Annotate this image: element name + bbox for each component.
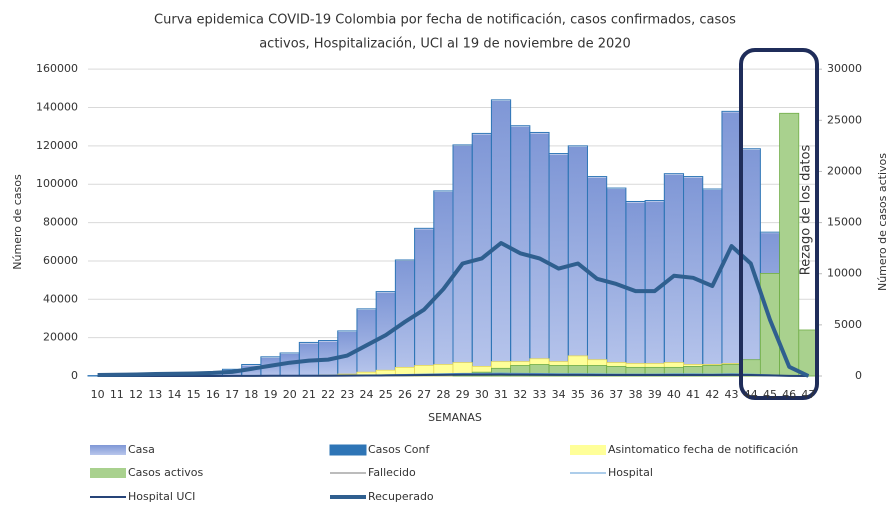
x-tick-label: 31 — [494, 388, 508, 401]
y-tick-label: 120000 — [36, 139, 78, 152]
y-tick-label: 100000 — [36, 177, 78, 190]
bar — [395, 260, 415, 376]
y2-tick-label: 25000 — [827, 113, 862, 126]
legend-label: Casos Conf — [368, 443, 430, 456]
x-axis-label: SEMANAS — [428, 411, 482, 424]
line — [97, 241, 810, 378]
x-tick-label: 20 — [283, 388, 297, 401]
bar — [549, 154, 569, 376]
x-tick-label: 19 — [264, 388, 278, 401]
x-tick-label: 36 — [590, 388, 604, 401]
x-tick-label: 41 — [686, 388, 700, 401]
bar — [529, 133, 550, 376]
y2-tick-label: 0 — [855, 369, 862, 382]
x-tick-label: 26 — [398, 388, 412, 401]
bar — [491, 100, 511, 376]
x-tick-label: 32 — [513, 388, 527, 401]
x-tick-label: 35 — [571, 388, 585, 401]
x-tick-label: 14 — [167, 388, 181, 401]
x-tick-label: 40 — [667, 388, 681, 401]
bar — [779, 112, 800, 377]
x-tick-label: 23 — [340, 388, 354, 401]
y-tick-label: 0 — [71, 369, 78, 382]
x-tick-label: 25 — [379, 388, 393, 401]
y-tick-label: 20000 — [43, 331, 78, 344]
x-tick-label: 33 — [532, 388, 546, 401]
x-tick-label: 47 — [801, 388, 815, 401]
x-tick-label: 27 — [417, 388, 431, 401]
legend-label: Hospital UCI — [128, 490, 195, 503]
x-tick-label: 37 — [609, 388, 623, 401]
legend-swatch — [329, 444, 367, 456]
x-tick-label: 11 — [110, 388, 124, 401]
y2-tick-label: 5000 — [834, 318, 862, 331]
y-axis-label: Número de casos — [11, 174, 24, 270]
x-tick-label: 42 — [705, 388, 719, 401]
x-tick-label: 21 — [302, 388, 316, 401]
bar — [414, 229, 434, 376]
y2-axis-label: Número de casos activos — [876, 153, 889, 291]
legend-swatch — [90, 468, 126, 478]
x-tick-label: 30 — [475, 388, 489, 401]
chart-title: activos, Hospitalización, UCI al 19 de n… — [259, 37, 631, 52]
y2-tick-label: 30000 — [827, 62, 862, 75]
y2-tick-label: 20000 — [827, 164, 862, 177]
x-tick-label: 44 — [744, 388, 758, 401]
y2-tick-label: 15000 — [827, 216, 862, 229]
bar — [568, 146, 588, 376]
legend-label: Fallecido — [368, 466, 416, 479]
legend-label: Casa — [128, 443, 155, 456]
line — [97, 373, 809, 377]
legend-label: Asintomatico fecha de notificación — [608, 443, 798, 456]
x-tick-label: 13 — [148, 388, 162, 401]
x-tick-label: 39 — [648, 388, 662, 401]
bar — [280, 353, 300, 376]
lag-box — [739, 48, 819, 400]
legend-label: Casos activos — [128, 466, 204, 479]
y-tick-label: 80000 — [43, 216, 78, 229]
x-tick-label: 45 — [763, 388, 777, 401]
bar — [433, 191, 453, 376]
x-tick-label: 10 — [91, 388, 105, 401]
legend-swatch — [570, 445, 606, 455]
y-tick-label: 60000 — [43, 254, 78, 267]
x-tick-label: 15 — [187, 388, 201, 401]
x-tick-label: 12 — [129, 388, 143, 401]
x-tick-label: 16 — [206, 388, 220, 401]
x-tick-label: 46 — [782, 388, 796, 401]
legend-label: Recuperado — [368, 490, 434, 503]
x-tick-label: 34 — [552, 388, 566, 401]
bar — [356, 309, 377, 376]
bar — [472, 134, 492, 376]
chart-title: Curva epidemica COVID-19 Colombia por fe… — [154, 13, 736, 28]
y-tick-label: 40000 — [43, 292, 78, 305]
annotation: Rezago de los datos — [799, 145, 814, 276]
legend-label: Hospital — [608, 466, 653, 479]
x-tick-label: 17 — [225, 388, 239, 401]
y-tick-label: 160000 — [36, 62, 78, 75]
x-tick-label: 43 — [725, 388, 739, 401]
x-tick-label: 28 — [436, 388, 450, 401]
legend-swatch — [90, 445, 126, 455]
x-tick-label: 29 — [456, 388, 470, 401]
bar — [453, 145, 473, 376]
x-tick-label: 24 — [360, 388, 374, 401]
y2-tick-label: 10000 — [827, 267, 862, 280]
x-tick-label: 18 — [244, 388, 258, 401]
x-tick-label: 38 — [629, 388, 643, 401]
y-tick-label: 140000 — [36, 101, 78, 114]
x-tick-label: 22 — [321, 388, 335, 401]
